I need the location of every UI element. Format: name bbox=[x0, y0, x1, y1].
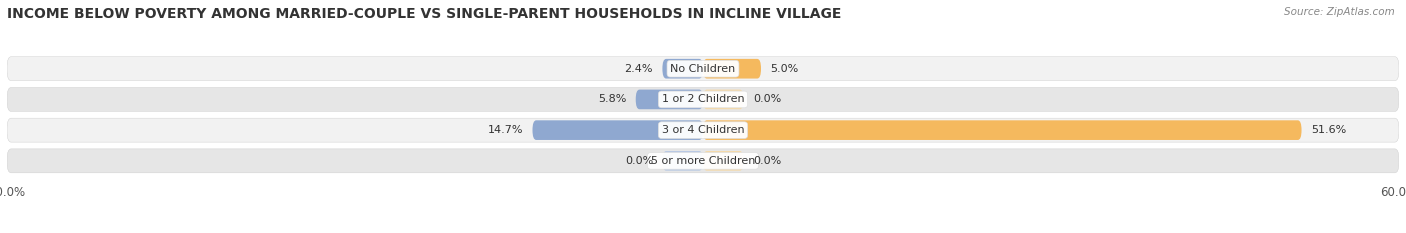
FancyBboxPatch shape bbox=[703, 120, 1302, 140]
FancyBboxPatch shape bbox=[703, 59, 761, 79]
Text: 0.0%: 0.0% bbox=[624, 156, 654, 166]
FancyBboxPatch shape bbox=[636, 90, 703, 109]
FancyBboxPatch shape bbox=[7, 149, 1399, 173]
FancyBboxPatch shape bbox=[533, 120, 703, 140]
Text: INCOME BELOW POVERTY AMONG MARRIED-COUPLE VS SINGLE-PARENT HOUSEHOLDS IN INCLINE: INCOME BELOW POVERTY AMONG MARRIED-COUPL… bbox=[7, 7, 841, 21]
Text: 0.0%: 0.0% bbox=[752, 156, 782, 166]
FancyBboxPatch shape bbox=[703, 90, 744, 109]
Text: 5 or more Children: 5 or more Children bbox=[651, 156, 755, 166]
FancyBboxPatch shape bbox=[7, 57, 1399, 81]
Text: Source: ZipAtlas.com: Source: ZipAtlas.com bbox=[1284, 7, 1395, 17]
Text: 1 or 2 Children: 1 or 2 Children bbox=[662, 94, 744, 104]
Text: 0.0%: 0.0% bbox=[752, 94, 782, 104]
Text: 3 or 4 Children: 3 or 4 Children bbox=[662, 125, 744, 135]
FancyBboxPatch shape bbox=[703, 151, 744, 171]
Text: 14.7%: 14.7% bbox=[488, 125, 523, 135]
FancyBboxPatch shape bbox=[662, 151, 703, 171]
FancyBboxPatch shape bbox=[662, 59, 703, 79]
FancyBboxPatch shape bbox=[7, 118, 1399, 142]
Text: 5.0%: 5.0% bbox=[770, 64, 799, 74]
Text: 51.6%: 51.6% bbox=[1310, 125, 1346, 135]
Text: 2.4%: 2.4% bbox=[624, 64, 654, 74]
Text: No Children: No Children bbox=[671, 64, 735, 74]
Text: 5.8%: 5.8% bbox=[598, 94, 627, 104]
FancyBboxPatch shape bbox=[7, 87, 1399, 111]
